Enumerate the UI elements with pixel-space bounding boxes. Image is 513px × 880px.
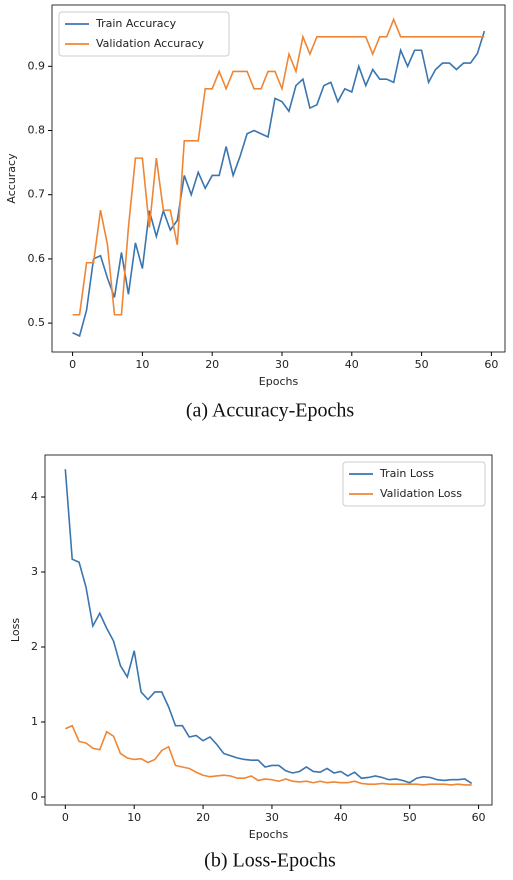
plot-frame [44, 454, 493, 806]
x-axis-label: Epochs [249, 828, 289, 841]
x-tick-label: 60 [472, 811, 486, 824]
x-axis-label: Epochs [259, 375, 299, 388]
x-tick-label: 40 [345, 358, 359, 371]
x-tick-label: 30 [265, 811, 279, 824]
y-tick-label: 4 [31, 490, 38, 503]
x-tick-label: 0 [69, 358, 76, 371]
legend-box [58, 11, 230, 57]
y-tick-label: 0 [31, 790, 38, 803]
legend-label: Train Loss [379, 467, 434, 480]
caption: (a) Accuracy-Epochs [186, 400, 354, 422]
y-tick-label: 0.7 [28, 188, 46, 201]
y-axis-label: Accuracy [5, 153, 18, 204]
x-tick-label: 50 [403, 811, 417, 824]
plot-frame [51, 4, 506, 353]
series-line [65, 724, 472, 786]
y-tick-label: 1 [31, 715, 38, 728]
x-tick-label: 60 [484, 358, 498, 371]
y-tick-label: 0.9 [28, 59, 46, 72]
x-tick-label: 0 [62, 811, 69, 824]
caption: (b) Loss-Epochs [204, 850, 336, 872]
y-tick-label: 0.5 [28, 316, 46, 329]
x-tick-label: 40 [334, 811, 348, 824]
legend-label: Validation Loss [380, 487, 462, 500]
legend-box [342, 461, 486, 507]
y-tick-label: 0.6 [28, 252, 46, 265]
y-tick-label: 2 [31, 640, 38, 653]
series-line [64, 469, 473, 785]
legend-label: Train Accuracy [95, 17, 177, 30]
x-tick-label: 30 [275, 358, 289, 371]
y-tick-label: 0.8 [28, 124, 46, 137]
y-axis-label: Loss [9, 618, 22, 642]
y-tick-label: 3 [31, 565, 38, 578]
series-line [72, 17, 485, 316]
x-tick-label: 20 [196, 811, 210, 824]
legend-label: Validation Accuracy [96, 37, 205, 50]
series-line [72, 30, 486, 338]
x-tick-label: 10 [127, 811, 141, 824]
x-tick-label: 50 [415, 358, 429, 371]
x-tick-label: 20 [205, 358, 219, 371]
x-tick-label: 10 [135, 358, 149, 371]
